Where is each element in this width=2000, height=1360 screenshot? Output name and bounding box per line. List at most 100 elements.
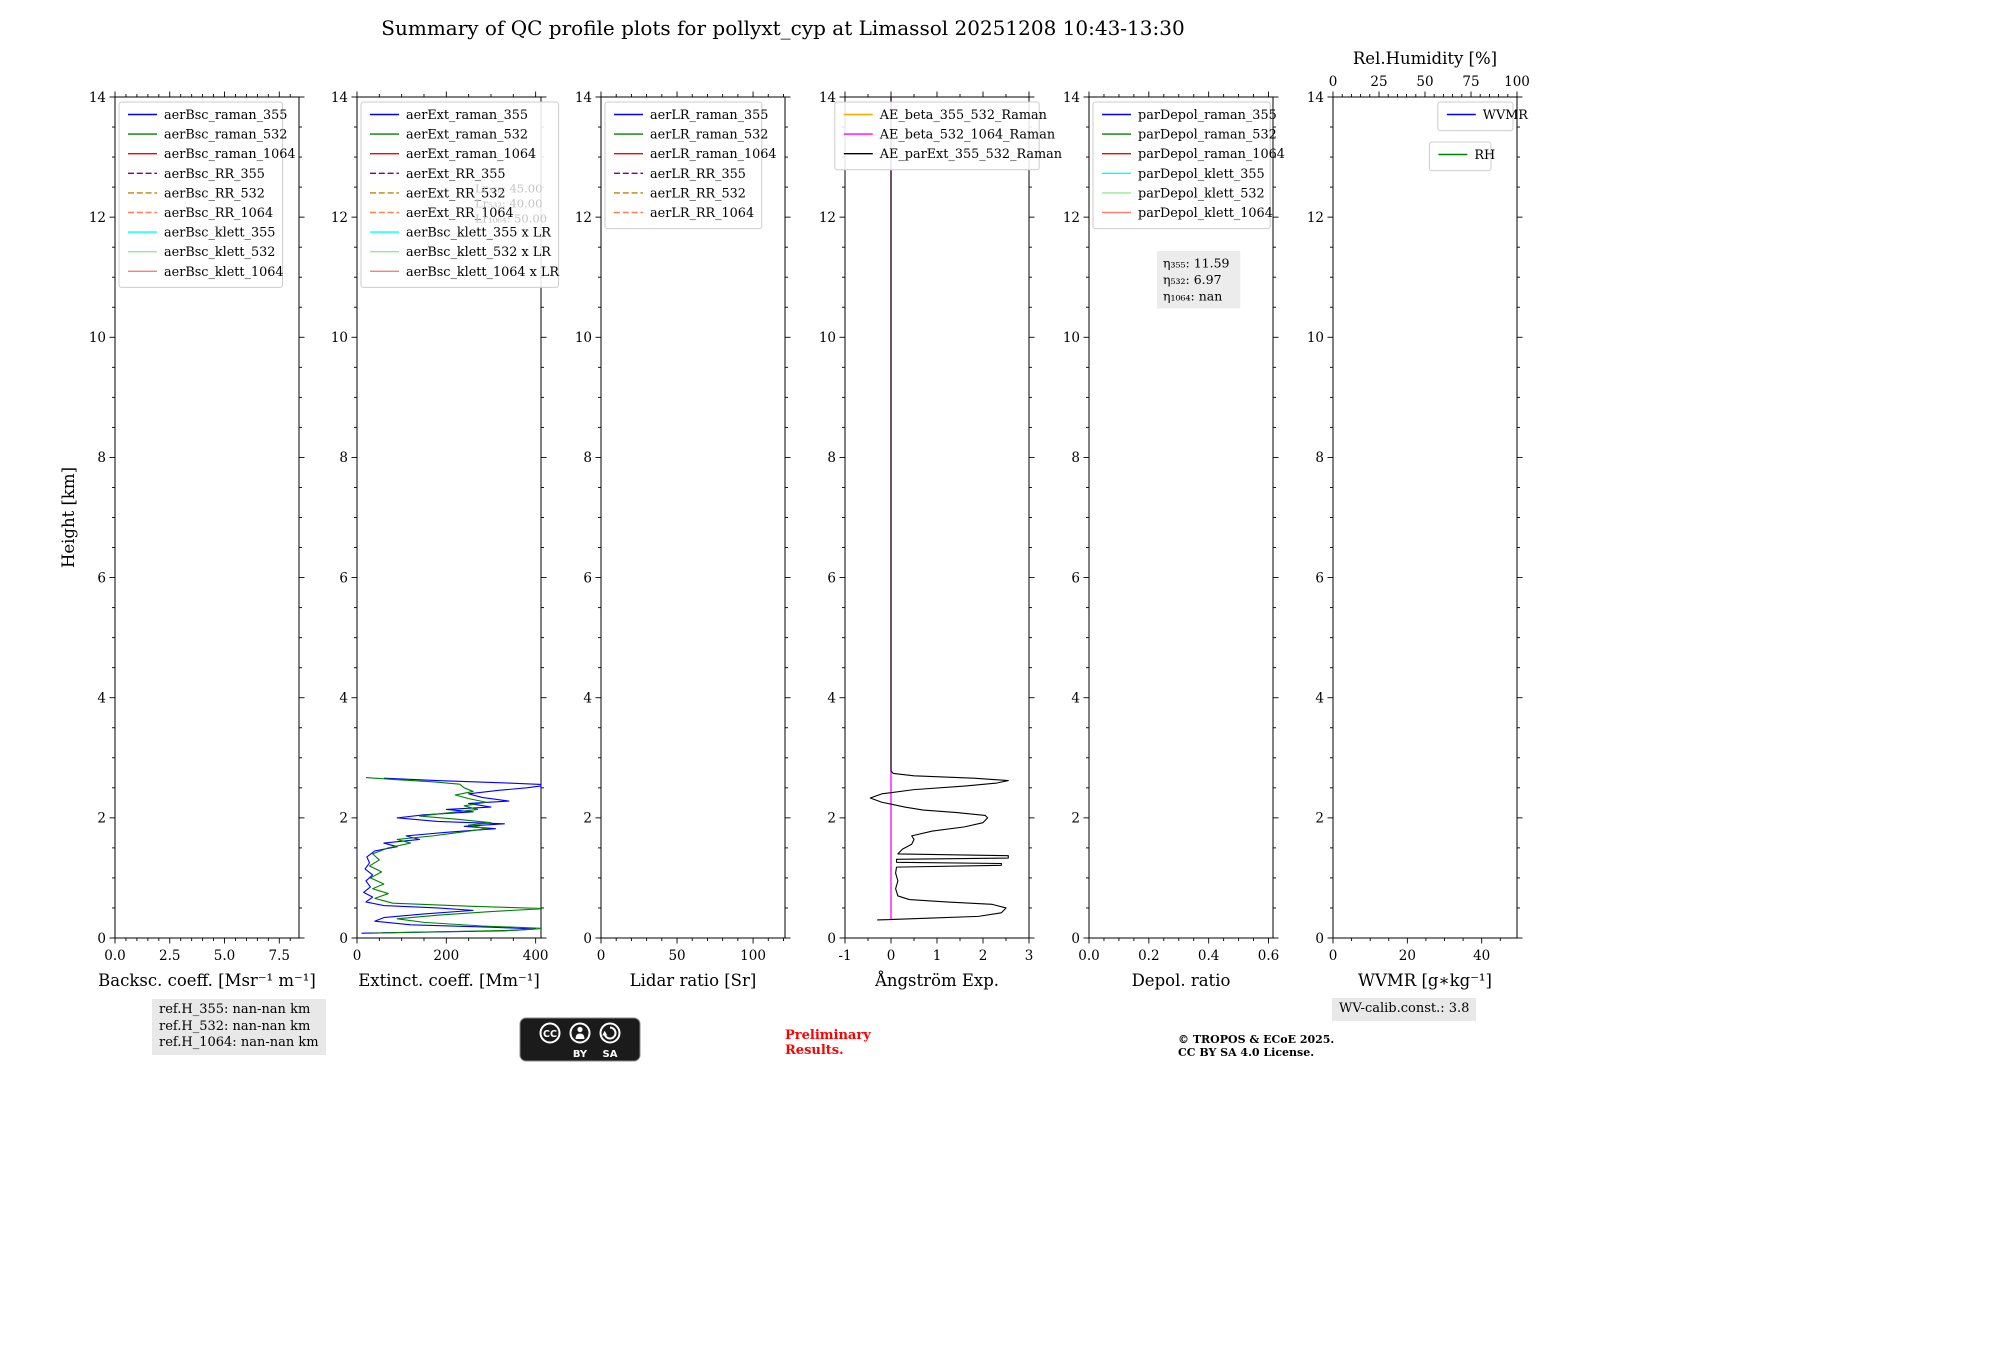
legend-label: aerLR_RR_355 (650, 167, 746, 182)
x-axis-label: Depol. ratio (1132, 971, 1231, 990)
x-tick-label: 0.6 (1258, 948, 1279, 964)
legend-label: parDepol_raman_532 (1138, 128, 1277, 143)
legend-label: aerExt_raman_355 (406, 108, 528, 123)
x-tick-label: 0.4 (1198, 948, 1219, 964)
y-tick-label: 4 (827, 691, 836, 707)
ref-h-1064-text: ref.H_1064: nan-nan km (159, 1035, 319, 1050)
x-tick-label: 2 (979, 948, 988, 964)
legend-box (1428, 141, 1492, 172)
y-tick-label: 8 (339, 450, 348, 466)
share-alike-arrow (603, 1026, 617, 1040)
legend-label: aerBsc_klett_355 x LR (406, 226, 551, 241)
y-tick-label: 14 (1063, 90, 1080, 106)
share-alike-icon (599, 1022, 621, 1044)
y-tick-label: 12 (331, 210, 348, 226)
preliminary-line-2: Results. (785, 1043, 844, 1058)
cc-badge-plate (519, 1017, 641, 1062)
legend-label: parDepol_klett_1064 (1138, 206, 1273, 221)
x-tick-label: 100 (740, 948, 766, 964)
y-tick-label: 4 (1071, 691, 1080, 707)
y-axis-label: Height [km] (59, 467, 78, 568)
legend-label: aerBsc_raman_1064 (164, 147, 296, 162)
y-tick-label: 6 (1071, 570, 1080, 586)
x-tick-label: 0 (1329, 948, 1338, 964)
y-tick-label: 14 (331, 90, 348, 106)
preliminary-results-note: Preliminary Results. (785, 1028, 871, 1058)
x-tick-label: 0.2 (1138, 948, 1159, 964)
legend-label: aerBsc_RR_355 (164, 167, 265, 182)
y-tick-label: 10 (575, 330, 592, 346)
y-tick-label: 2 (339, 811, 348, 827)
legend: aerExt_raman_355 aerExt_raman_532 aerExt_r… (360, 101, 560, 288)
legend-label: aerExt_raman_532 (406, 128, 528, 143)
y-tick-label: 6 (827, 570, 836, 586)
x-tick-label: 20 (1399, 948, 1416, 964)
series-aerExt_raman_355 (361, 777, 541, 934)
legend-label: aerBsc_klett_1064 x LR (406, 265, 559, 280)
y-tick-label: 8 (1315, 450, 1324, 466)
x-tick-label: 0.0 (104, 948, 125, 964)
x-tick-label: 7.5 (269, 948, 290, 964)
legend-label: aerBsc_klett_532 (164, 245, 275, 260)
legend: aerLR_raman_355 aerLR_raman_532 aerLR_rama… (604, 101, 777, 230)
attribution-person-body (575, 1033, 585, 1039)
attribution-icon (569, 1022, 591, 1044)
cc-badge-graphic: CC BY SA (519, 1017, 641, 1062)
y-tick-label: 10 (1063, 330, 1080, 346)
x-tick-label: 200 (433, 948, 459, 964)
x-tick-label: 0 (353, 948, 362, 964)
legend: RH (1428, 141, 1495, 172)
y-tick-label: 6 (339, 570, 348, 586)
reference-height-annotation: ref.H_355: nan-nan km ref.H_532: nan-nan… (152, 999, 326, 1055)
x-tick-label: 5.0 (214, 948, 235, 964)
legend-label: aerBsc_klett_1064 (164, 265, 284, 280)
top-tick-label: 100 (1504, 74, 1530, 90)
y-tick-label: 4 (97, 691, 106, 707)
share-alike-arrowhead (602, 1030, 608, 1036)
y-tick-label: 2 (827, 811, 836, 827)
x-axis-label: Ångström Exp. (874, 970, 999, 990)
x-tick-label: 0.0 (1078, 948, 1099, 964)
y-tick-label: 6 (1315, 570, 1324, 586)
legend-box (834, 101, 1040, 171)
annotation-box (1157, 251, 1241, 309)
legend-label: aerBsc_raman_532 (164, 128, 287, 143)
x-axis-label: WVMR [g∗kg⁻¹] (1358, 971, 1492, 990)
legend-label: AE_parExt_355_532_Raman (879, 147, 1062, 162)
figure-title: Summary of QC profile plots for pollyxt_… (381, 16, 1185, 40)
annotation-text: η₁₀₆₄: nan (1163, 289, 1222, 304)
legend: AE_beta_355_532_Raman AE_beta_532_1064_Ra… (834, 101, 1062, 171)
cc-icon-label: CC (543, 1029, 557, 1040)
y-tick-label: 0 (97, 931, 106, 947)
copyright-note: © TROPOS & ECoE 2025. CC BY SA 4.0 Licen… (1178, 1033, 1334, 1059)
axes-frame (1332, 96, 1518, 939)
annotation-text: η₃₅₅: 11.59 (1163, 256, 1230, 271)
legend-box (360, 101, 560, 288)
legend-box (1092, 101, 1271, 230)
top-axis-label: Rel.Humidity [%] (1353, 49, 1497, 68)
legend-label: aerBsc_klett_532 x LR (406, 245, 551, 260)
credit-line-2: CC BY SA 4.0 License. (1178, 1046, 1315, 1059)
legend-box (604, 101, 763, 230)
x-tick-label: 50 (668, 948, 685, 964)
annotation-text: η₅₃₂: 6.97 (1163, 272, 1222, 287)
y-tick-label: 14 (89, 90, 106, 106)
y-tick-label: 6 (583, 570, 592, 586)
y-tick-label: 2 (1315, 811, 1324, 827)
x-axis-label: Backsc. coeff. [Msr⁻¹ m⁻¹] (98, 971, 316, 990)
legend-label: parDepol_raman_355 (1138, 108, 1277, 123)
preliminary-line-1: Preliminary (785, 1028, 871, 1043)
legend-label: WVMR (1483, 108, 1528, 123)
series-AE_parExt_355_532_Raman (869, 97, 1009, 921)
panel-lidar_ratio: 0 2 4 6 8 10 12 14 0 50 100 Lidar ratio [Sr] aerLR_r… (575, 90, 791, 990)
legend-label: parDepol_raman_1064 (1138, 147, 1285, 162)
y-tick-label: 10 (89, 330, 106, 346)
top-tick-label: 0 (1329, 74, 1338, 90)
legend-box (118, 101, 284, 288)
annotation-text: Lr₅₃₂: 40.00 (475, 197, 542, 211)
panel-wvmr: 0 2 4 6 8 10 12 14 0 20 40 WVMR [g∗kg⁻¹] 0 25 50 75 100 R… (1307, 49, 1530, 990)
x-axis-label: Extinct. coeff. [Mm⁻¹] (358, 971, 540, 990)
